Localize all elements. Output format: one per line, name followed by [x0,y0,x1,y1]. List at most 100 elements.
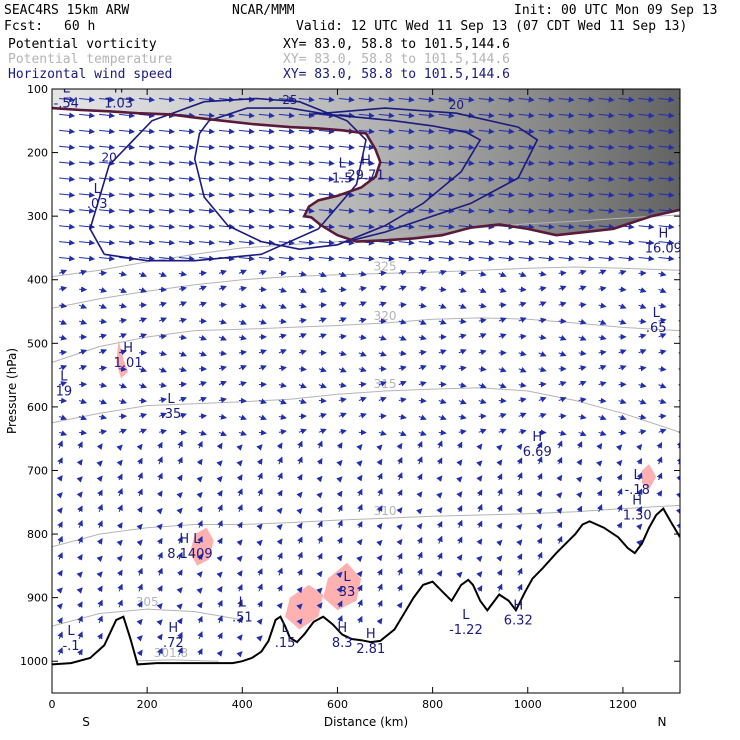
wind-vector [516,567,523,576]
wind-vector [79,255,96,262]
wind-vector [118,302,128,309]
wind-vector [598,302,607,309]
wind-vector [578,365,587,372]
wind-vector [198,285,207,292]
wind-vector [578,191,595,198]
wind-vector [57,521,63,528]
wind-vector [458,239,475,246]
wind-vector [296,568,303,576]
extremum-type-5: L [167,392,175,407]
wind-vector [538,144,555,151]
wind-vector [176,507,183,515]
wind-vector [496,583,503,592]
wind-vector [158,333,168,340]
wind-vector [238,334,247,341]
wind-vector [118,333,128,339]
wind-vector [496,459,503,466]
wind-vector [256,523,263,530]
wind-vector [236,444,243,451]
wind-vector [278,176,295,182]
wind-vector [616,521,623,529]
wind-vector [598,160,615,167]
wind-vector [418,269,427,276]
wind-vector [398,335,407,341]
wind-vector [438,191,455,198]
extremum-type-2: L [94,182,102,197]
wind-vector [418,96,435,103]
wind-vector [518,239,535,246]
wind-vector [618,349,627,355]
wind-vector [358,351,367,357]
wind-vector [458,287,467,293]
wind-vector [218,160,235,167]
wind-vector [416,508,423,515]
wind-vector [476,571,483,578]
wind-vector [476,443,483,451]
wind-vector [177,456,183,465]
wind-vector [378,128,395,135]
wind-vector [258,144,275,151]
theta-label-320: 320 [374,309,397,323]
wind-vector [678,209,680,211]
wind-vector [478,207,495,214]
wind-vector [218,285,227,292]
wind-vector [458,382,467,389]
wind-vector [498,191,515,198]
wind-vector [578,413,587,420]
extremum-value-17: 2.81 [356,642,385,657]
wind-vector [58,269,68,276]
wind-vector [56,603,63,610]
wind-vector [256,635,263,642]
wind-vector [238,319,247,325]
wind-vector [636,488,643,497]
extremum-type-14: L [239,595,247,610]
wind-vector [518,96,535,103]
wind-vector [356,570,363,578]
wind-vector [417,456,423,465]
wind-vector [158,271,167,278]
wind-vector [336,476,343,483]
wind-vector [398,285,407,292]
wind-vector [338,239,355,246]
wind-vector [338,317,347,323]
wind-vector [478,349,487,356]
wind-vector [658,366,667,372]
wind-vector [99,365,108,372]
wind-vector [338,255,355,262]
wind-vector [97,632,103,640]
wind-vector [398,397,407,404]
wind-vector [156,602,163,610]
wind-vector [397,472,403,481]
wind-vector [178,128,196,135]
wind-vector [118,382,128,389]
wind-vector [358,207,375,214]
y-tick-label-100: 100 [27,83,48,96]
wind-vector [99,144,116,151]
wind-vector [236,539,243,546]
wind-vector [398,365,407,372]
wind-vector [158,223,176,230]
wind-vector [598,223,615,230]
wind-vector [498,428,507,435]
wind-vector [418,414,427,421]
wind-vector [376,617,383,625]
wind-vector [238,349,247,356]
wind-vector [518,333,527,340]
y-tick-label-1000: 1000 [20,655,48,668]
wind-vector [578,160,595,167]
wind-vector [318,144,335,151]
wind-vector [536,537,543,545]
wind-vector [638,333,647,340]
wind-vector [598,349,607,356]
wind-vector [558,191,575,198]
wind-vector [556,521,563,529]
wind-vector [578,301,587,308]
wind-vector [196,571,203,578]
wind-vector [278,398,287,405]
wind-vector [357,615,363,624]
wind-vector [538,96,555,103]
wind-vector [598,112,615,119]
wind-vector [118,270,128,277]
wind-vector [378,176,395,182]
wind-vector [618,303,627,309]
